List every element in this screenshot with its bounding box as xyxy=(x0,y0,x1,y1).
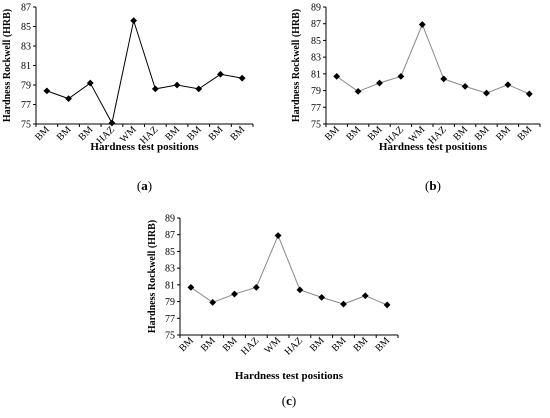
data-point-marker xyxy=(440,75,448,83)
data-point-marker xyxy=(231,290,238,298)
y-tick-label: 77 xyxy=(311,103,321,114)
data-point-marker xyxy=(130,17,138,25)
x-tick-label: BM xyxy=(199,335,218,354)
data-point-marker xyxy=(504,81,512,89)
x-tick-label: BM xyxy=(330,335,349,354)
x-tick-label: WM xyxy=(262,335,283,356)
data-point-marker xyxy=(525,90,533,98)
x-tick-label: HAZ xyxy=(239,335,261,357)
data-point-marker xyxy=(354,88,362,95)
x-tick-label: BM xyxy=(308,335,327,354)
y-tick-label: 77 xyxy=(165,314,175,325)
y-tick-label: 83 xyxy=(165,264,175,275)
x-tick-label: BM xyxy=(207,124,226,143)
data-point-marker xyxy=(340,300,347,308)
data-point-marker xyxy=(418,21,426,28)
data-point-marker xyxy=(173,81,181,89)
data-point-marker xyxy=(252,283,260,291)
series-line xyxy=(336,23,530,95)
y-tick-label: 85 xyxy=(21,22,31,33)
data-point-marker xyxy=(209,299,217,306)
panel-caption: (c) xyxy=(282,393,296,408)
series-line xyxy=(190,234,388,306)
y-tick-label: 89 xyxy=(311,3,321,14)
y-tick-label: 87 xyxy=(311,19,321,30)
y-axis-title: Hardness Rockwell (HRB) xyxy=(147,220,158,333)
data-point-marker xyxy=(43,87,51,95)
y-tick-label: 81 xyxy=(21,61,31,72)
x-tick-label: BM xyxy=(373,335,392,354)
y-tick-label: 75 xyxy=(21,120,31,131)
panel-caption: (b) xyxy=(425,178,441,193)
y-tick-label: 77 xyxy=(21,100,31,111)
y-tick-label: 79 xyxy=(21,81,31,92)
data-point-marker xyxy=(461,82,469,90)
data-point-marker xyxy=(318,293,326,301)
data-point-marker xyxy=(195,85,203,93)
data-point-marker xyxy=(65,95,72,103)
data-point-marker xyxy=(238,74,246,82)
y-tick-label: 81 xyxy=(311,69,321,80)
data-point-marker xyxy=(333,72,341,80)
y-tick-label: 75 xyxy=(165,331,175,342)
x-tick-label: BM xyxy=(177,335,196,354)
y-tick-label: 87 xyxy=(165,230,175,241)
data-point-marker xyxy=(187,283,195,291)
data-point-marker xyxy=(151,85,159,93)
x-tick-label: BM xyxy=(33,124,52,143)
data-point-marker xyxy=(296,286,304,294)
series-line xyxy=(46,18,243,125)
y-tick-label: 83 xyxy=(21,42,31,53)
y-tick-label: 79 xyxy=(311,86,321,97)
y-tick-label: 75 xyxy=(311,120,321,131)
y-tick-label: 81 xyxy=(165,280,175,291)
x-axis-title: Hardness test positions xyxy=(235,370,344,382)
data-point-marker xyxy=(483,89,490,97)
data-point-marker xyxy=(376,79,383,87)
x-tick-label: BM xyxy=(55,124,74,143)
x-axis-title: Hardness test positions xyxy=(90,141,199,153)
x-tick-label: BM xyxy=(352,335,371,354)
y-tick-label: 85 xyxy=(311,36,321,47)
y-tick-label: 79 xyxy=(165,297,175,308)
x-tick-label: HAZ xyxy=(283,335,305,357)
y-tick-label: 83 xyxy=(311,53,321,64)
y-tick-label: 87 xyxy=(21,3,31,14)
y-axis-title: Hardness Rockwell (HRB) xyxy=(2,9,13,122)
x-tick-label: BM xyxy=(323,124,342,143)
y-tick-label: 89 xyxy=(165,214,175,225)
x-tick-label: BM xyxy=(221,335,240,354)
x-tick-label: BM xyxy=(494,124,513,143)
y-axis-title: Hardness Rockwell (HRB) xyxy=(291,9,302,122)
x-tick-label: BM xyxy=(228,124,247,143)
data-point-marker xyxy=(383,301,391,309)
x-axis-title: Hardness test positions xyxy=(379,141,488,153)
data-point-marker xyxy=(108,119,116,127)
y-tick-label: 85 xyxy=(165,247,175,258)
data-point-marker xyxy=(397,72,405,80)
data-point-marker xyxy=(361,292,369,300)
x-tick-label: BM xyxy=(344,124,363,143)
data-point-marker xyxy=(274,232,282,239)
data-point-marker xyxy=(217,70,224,78)
data-point-marker xyxy=(86,79,94,87)
x-tick-label: BM xyxy=(516,124,535,143)
panel-caption: (a) xyxy=(137,178,152,193)
